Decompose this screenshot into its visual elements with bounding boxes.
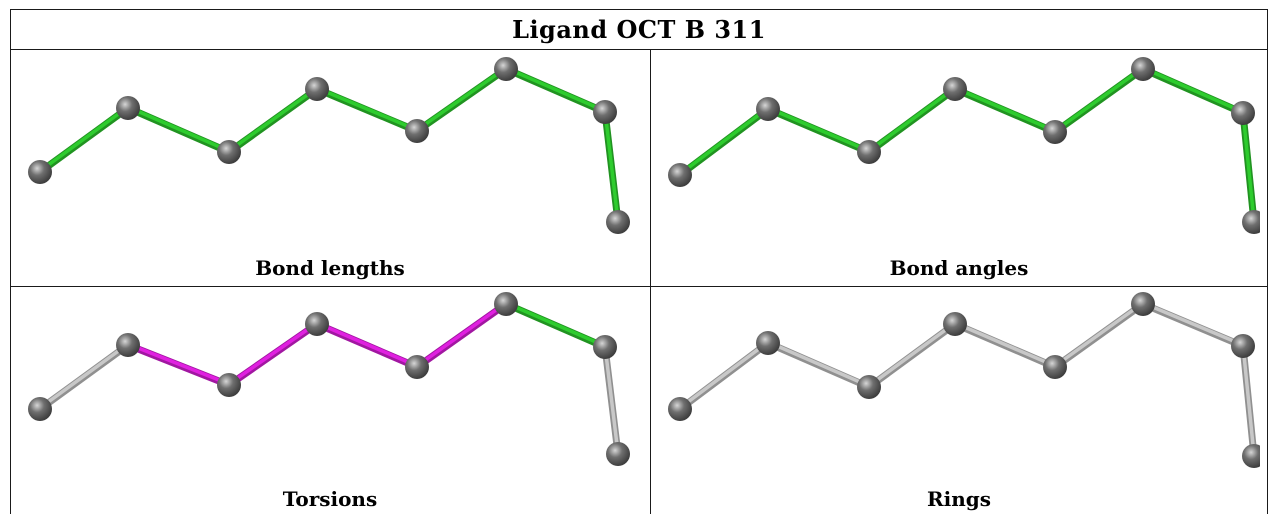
bond-2 — [764, 339, 873, 391]
molecule-bond-lengths — [28, 57, 630, 234]
bond-2 — [124, 104, 233, 156]
atom-7 — [593, 100, 617, 124]
bond-4 — [951, 85, 1059, 136]
bond-4 — [951, 320, 1059, 371]
atom-6 — [1131, 57, 1155, 81]
atom-8 — [1242, 444, 1260, 468]
panel-torsions — [20, 289, 640, 479]
bond-6 — [502, 300, 609, 351]
title-divider — [10, 49, 1268, 50]
bond-5 — [1051, 65, 1147, 136]
bond-5 — [413, 300, 510, 371]
atom-4 — [305, 312, 329, 336]
atom-6 — [494, 57, 518, 81]
bond-3 — [865, 320, 959, 391]
bond-6 — [1139, 300, 1247, 350]
atom-2 — [756, 97, 780, 121]
atom-5 — [405, 119, 429, 143]
atom-7 — [1231, 101, 1255, 125]
atom-4 — [943, 312, 967, 336]
bond-3 — [865, 85, 959, 156]
atom-8 — [606, 442, 630, 466]
caption-bond-angles: Bond angles — [889, 256, 1029, 280]
bond-3 — [225, 85, 321, 156]
atom-4 — [305, 77, 329, 101]
table-top-border — [10, 9, 1268, 10]
atom-5 — [405, 355, 429, 379]
bond-1 — [36, 104, 132, 176]
bond-4 — [313, 85, 421, 135]
bond-5 — [1051, 300, 1147, 371]
table-left-border — [10, 9, 11, 514]
atom-5 — [1043, 120, 1067, 144]
molecule-rings — [668, 292, 1260, 468]
bond-7 — [601, 343, 622, 458]
atom-5 — [1043, 355, 1067, 379]
atom-7 — [1231, 334, 1255, 358]
atom-2 — [116, 96, 140, 120]
atom-6 — [494, 292, 518, 316]
bond-2 — [124, 341, 233, 389]
molecule-torsions — [28, 292, 630, 466]
bond-7 — [1239, 342, 1258, 460]
column-divider — [650, 49, 651, 514]
atom-3 — [857, 375, 881, 399]
bond-1 — [676, 339, 772, 413]
caption-torsions: Torsions — [282, 487, 378, 511]
atom-4 — [943, 77, 967, 101]
atom-1 — [668, 397, 692, 421]
bond-3 — [225, 320, 321, 389]
atom-3 — [217, 140, 241, 164]
atom-3 — [217, 373, 241, 397]
bond-2 — [764, 105, 873, 156]
panel-bond-angles — [660, 52, 1260, 242]
molecule-bond-angles — [668, 57, 1260, 234]
atom-1 — [28, 397, 52, 421]
table-right-border — [1267, 9, 1268, 514]
bond-7 — [1239, 109, 1258, 226]
bond-6 — [1139, 65, 1247, 117]
panel-bond-lengths — [20, 52, 640, 242]
bond-4 — [313, 320, 421, 371]
atom-2 — [756, 331, 780, 355]
bond-5 — [413, 65, 510, 135]
atom-3 — [857, 140, 881, 164]
bond-6 — [502, 65, 609, 116]
atom-6 — [1131, 292, 1155, 316]
caption-rings: Rings — [926, 487, 991, 511]
atom-1 — [668, 163, 692, 187]
panel-rings — [660, 289, 1260, 479]
atom-7 — [593, 335, 617, 359]
row-divider — [10, 286, 1268, 287]
bond-1 — [676, 105, 772, 179]
atom-8 — [1242, 210, 1260, 234]
atom-8 — [606, 210, 630, 234]
bond-1 — [36, 341, 132, 413]
table-title: Ligand OCT B 311 — [512, 15, 766, 44]
bond-7 — [601, 108, 622, 226]
atom-2 — [116, 333, 140, 357]
atom-1 — [28, 160, 52, 184]
caption-bond-lengths: Bond lengths — [255, 256, 405, 280]
